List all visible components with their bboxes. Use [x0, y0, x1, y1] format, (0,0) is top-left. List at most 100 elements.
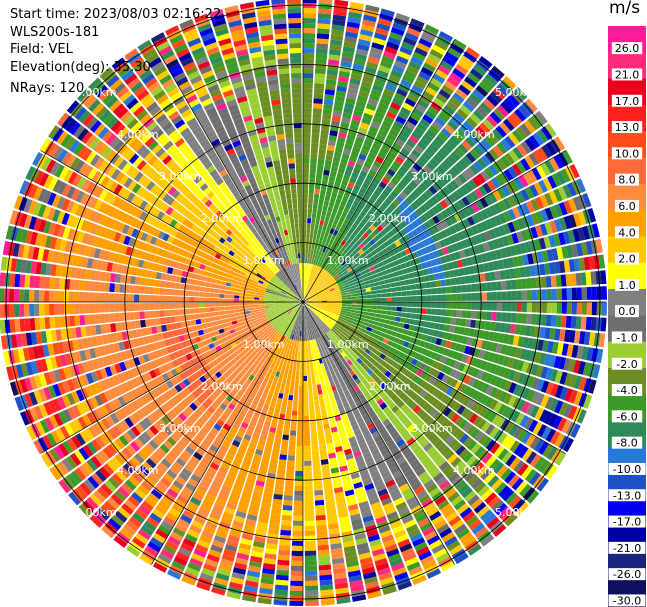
velocity-gate [450, 150, 461, 162]
velocity-gate [402, 74, 415, 84]
velocity-gate [488, 331, 495, 341]
velocity-gate [362, 277, 369, 282]
velocity-gate [473, 161, 484, 172]
velocity-gate [369, 147, 379, 156]
velocity-gate [495, 416, 506, 429]
velocity-gate [548, 413, 558, 427]
velocity-gate [320, 262, 325, 269]
velocity-gate [436, 212, 445, 222]
velocity-gate [377, 261, 385, 268]
velocity-gate [312, 108, 322, 114]
velocity-gate [414, 208, 423, 217]
velocity-gate [392, 160, 402, 169]
velocity-gate [352, 200, 360, 208]
velocity-gate [502, 333, 510, 344]
velocity-gate [346, 296, 352, 300]
velocity-gate [387, 325, 394, 331]
velocity-gate [316, 384, 322, 390]
velocity-gate [314, 188, 321, 195]
velocity-gate [354, 283, 360, 288]
velocity-gate [316, 245, 321, 251]
velocity-gate [400, 147, 411, 157]
velocity-gate [303, 28, 316, 34]
velocity-gate [334, 286, 340, 290]
velocity-gate [461, 140, 473, 151]
velocity-gate [351, 223, 358, 230]
velocity-gate [553, 261, 561, 274]
velocity-gate [428, 185, 438, 195]
velocity-gate [581, 287, 587, 300]
velocity-gate [341, 321, 347, 327]
velocity-gate [294, 495, 303, 501]
velocity-gate [549, 398, 559, 412]
velocity-gate [596, 286, 602, 300]
velocity-gate [431, 205, 440, 215]
velocity-gate [411, 211, 419, 220]
velocity-gate [486, 180, 497, 192]
velocity-gate [351, 302, 357, 305]
velocity-gate [311, 304, 317, 307]
velocity-gate [397, 327, 404, 334]
velocity-gate [344, 272, 350, 278]
velocity-gate [328, 313, 335, 318]
velocity-gate [461, 284, 467, 293]
velocity-gate [379, 332, 387, 338]
velocity-gate [544, 396, 555, 410]
velocity-gate [556, 302, 562, 314]
velocity-gate [489, 363, 498, 374]
velocity-gate [321, 299, 327, 301]
velocity-gate [507, 208, 517, 221]
velocity-gate [383, 240, 390, 248]
velocity-gate [492, 353, 501, 364]
velocity-gate [445, 366, 453, 376]
velocity-gate [431, 308, 437, 316]
velocity-gate [299, 365, 303, 371]
velocity-gate [563, 403, 573, 418]
velocity-gate [318, 554, 331, 561]
velocity-gate [493, 108, 506, 121]
velocity-gate [582, 193, 592, 208]
velocity-gate [317, 389, 323, 395]
velocity-gate [373, 277, 380, 283]
velocity-gate [566, 287, 572, 301]
velocity-gate [283, 424, 291, 431]
velocity-gate [427, 53, 441, 64]
velocity-gate [469, 274, 476, 284]
velocity-gate [376, 302, 382, 306]
velocity-gate [304, 465, 312, 471]
velocity-gate [362, 225, 369, 232]
velocity-gate [462, 120, 475, 132]
velocity-gate [565, 315, 572, 329]
velocity-gate [346, 238, 353, 245]
velocity-gate [435, 316, 442, 323]
velocity-gate [472, 109, 485, 122]
velocity-gate [347, 319, 354, 324]
velocity-gate [462, 396, 472, 407]
velocity-gate [448, 399, 458, 410]
velocity-gate [324, 89, 335, 96]
velocity-gate [341, 153, 350, 160]
velocity-gate [422, 90, 435, 101]
velocity-gate [460, 239, 469, 249]
velocity-gate [442, 56, 456, 67]
velocity-gate [466, 284, 472, 293]
velocity-gate [305, 350, 309, 356]
velocity-gate [385, 206, 394, 214]
velocity-gate [449, 215, 458, 225]
velocity-gate [339, 314, 345, 318]
velocity-gate [306, 298, 312, 301]
velocity-gate [473, 145, 484, 157]
velocity-gate [307, 218, 312, 224]
velocity-gate [492, 260, 500, 271]
velocity-gate [303, 118, 312, 124]
velocity-gate [316, 43, 329, 50]
velocity-gate [303, 233, 307, 239]
velocity-gate [395, 316, 401, 322]
velocity-gate [365, 242, 372, 249]
velocity-gate [317, 285, 322, 290]
velocity-gate [303, 218, 307, 224]
velocity-gate [381, 270, 388, 276]
velocity-gate [398, 257, 405, 265]
velocity-gate [441, 294, 447, 301]
velocity-gate [273, 599, 288, 606]
